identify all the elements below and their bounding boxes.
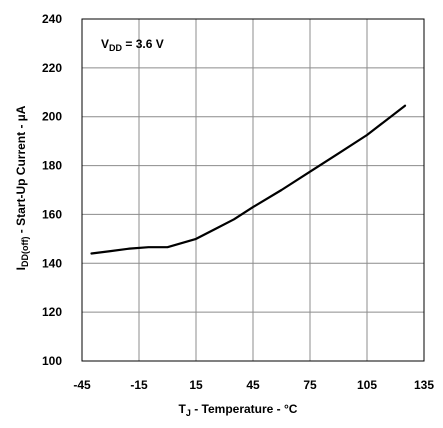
y-tick-label: 120 [42, 305, 62, 319]
y-label-sub: DD(off) [20, 237, 30, 268]
y-label-rest: - Start-Up Current - µA [14, 105, 28, 236]
y-axis-label: IDD(off) - Start-Up Current - µA [14, 105, 30, 270]
x-axis-label: TJ - Temperature - °C [179, 402, 298, 418]
grid-lines [81, 18, 425, 362]
x-label-main: T [179, 402, 187, 416]
plot-frame [81, 18, 425, 362]
y-tick-label: 200 [42, 110, 62, 124]
x-label-rest: - Temperature - °C [191, 402, 298, 416]
x-tick-label: 45 [246, 378, 260, 392]
y-tick-label: 140 [42, 256, 62, 270]
y-label-main: I [14, 267, 28, 270]
annotation-sub: DD [109, 43, 122, 53]
vdd-annotation: VDD = 3.6 V [101, 37, 164, 53]
x-tick-label: 105 [357, 378, 377, 392]
y-tick-label: 100 [42, 354, 62, 368]
series-layer [90, 104, 407, 255]
annotation-rest: = 3.6 V [122, 37, 164, 51]
series-line [90, 104, 407, 255]
x-label-sub: J [186, 408, 191, 418]
x-tick-label: 135 [414, 378, 434, 392]
annotation-main: V [101, 37, 109, 51]
x-tick-label: 75 [303, 378, 317, 392]
x-tick-label: -45 [73, 378, 91, 392]
y-tick-labels: 100 120 140 160 180 200 220 240 [42, 12, 62, 368]
y-tick-label: 240 [42, 12, 62, 26]
x-tick-label: 15 [189, 378, 203, 392]
y-tick-label: 160 [42, 207, 62, 221]
x-tick-label: -15 [130, 378, 148, 392]
y-tick-label: 220 [42, 61, 62, 75]
y-tick-label: 180 [42, 159, 62, 173]
x-tick-labels: -45 -15 15 45 75 105 135 [73, 378, 434, 392]
